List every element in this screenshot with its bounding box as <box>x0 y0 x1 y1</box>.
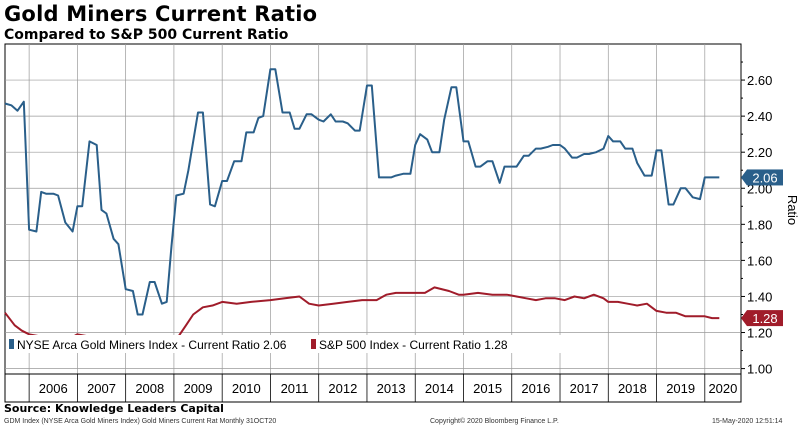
x-tick-label: 2019 <box>666 381 695 396</box>
y-tick-label: 1.20 <box>747 326 772 341</box>
series-line-1 <box>4 68 720 316</box>
legend-swatch-1 <box>9 339 14 349</box>
y-tick-label: 1.60 <box>747 253 772 268</box>
end-label-pointer <box>741 169 747 186</box>
x-tick-label: 2013 <box>377 381 406 396</box>
x-tick-label: 2017 <box>570 381 599 396</box>
x-tick-label: 2015 <box>473 381 502 396</box>
y-tick-label: 2.60 <box>747 73 772 88</box>
y-tick-label: 1.40 <box>747 289 772 304</box>
chart-title: Gold Miners Current Ratio <box>4 2 318 26</box>
end-label-box <box>747 169 783 186</box>
x-tick-label: 2008 <box>135 381 164 396</box>
x-axis: 2006 2007 2008 2009 2010 2011 2012 2013 2014 2015… <box>28 374 737 402</box>
legend-swatch-2 <box>311 339 316 349</box>
end-label-pointer <box>741 310 747 327</box>
y-tick-label: 1.80 <box>747 217 772 232</box>
end-value-label-1: 2.06 <box>752 170 777 185</box>
legend: NYSE Arca Gold Miners Index - Current Ra… <box>6 335 566 353</box>
x-tick-label: 2020 <box>708 381 737 396</box>
y-tick-label: 2.20 <box>747 145 772 160</box>
end-value-label-2: 1.28 <box>752 311 777 326</box>
source-note: Source: Knowledge Leaders Capital <box>4 402 224 415</box>
x-tick-label: 2007 <box>87 381 116 396</box>
legend-entry-1: NYSE Arca Gold Miners Index - Current Ra… <box>17 338 287 352</box>
x-axis-band <box>4 373 742 403</box>
y-tick-label: 2.40 <box>747 109 772 124</box>
x-tick-label: 2009 <box>184 381 213 396</box>
legend-background <box>6 335 566 353</box>
x-tick-label: 2006 <box>39 381 68 396</box>
x-tick-label: 2010 <box>232 381 261 396</box>
grid-lines <box>5 44 741 374</box>
x-tick-label: 2012 <box>328 381 357 396</box>
footer-left: GDM Index (NYSE Arca Gold Miners Index) … <box>4 418 277 425</box>
footer-center: Copyright© 2020 Bloomberg Finance L.P. <box>430 418 559 425</box>
end-label-box <box>747 310 783 327</box>
x-tick-label: 2014 <box>425 381 454 396</box>
legend-entry-2: S&P 500 Index - Current Ratio 1.28 <box>319 338 508 352</box>
y-axis-label: Ratio <box>785 195 800 225</box>
x-tick-label: 2011 <box>281 381 309 396</box>
x-tick-label: 2018 <box>618 381 647 396</box>
chart-subtitle: Compared to S&P 500 Current Ratio <box>4 27 289 43</box>
x-tick-label: 2016 <box>521 381 550 396</box>
y-axis: 1.001.201.401.601.802.002.202.402.60 <box>741 61 772 377</box>
end-value-labels: 2.06 1.28 <box>741 169 783 327</box>
footer-right: 15-May-2020 12:51:14 <box>712 418 783 425</box>
y-tick-label: 1.00 <box>747 362 772 377</box>
